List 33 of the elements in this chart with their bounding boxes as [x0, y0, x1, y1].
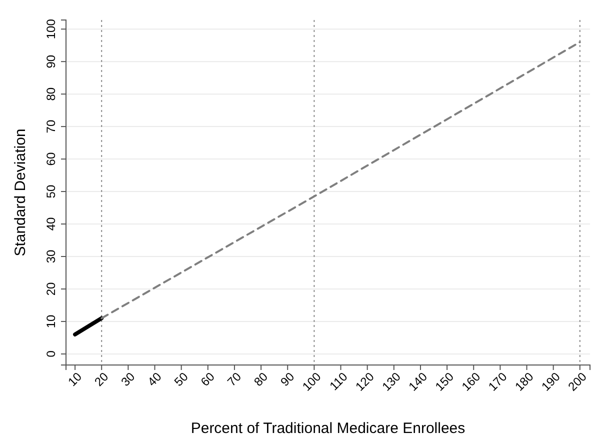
x-tick-label: 180	[512, 369, 536, 394]
x-axis-title: Percent of Traditional Medicare Enrollees	[190, 420, 466, 437]
y-tick-label: 80	[44, 87, 58, 101]
y-tick-label: 90	[44, 54, 58, 68]
x-tick-label: 170	[486, 369, 510, 394]
x-tick-label: 150	[432, 369, 457, 394]
x-tick-label: 90	[278, 369, 298, 390]
x-tick-label: 80	[251, 369, 271, 390]
x-tick-label: 50	[171, 369, 192, 390]
y-tick-label: 0	[44, 350, 58, 358]
x-tick-label: 30	[118, 369, 138, 390]
x-tick-label: 200	[565, 369, 590, 394]
x-tick-label: 140	[406, 369, 430, 394]
y-tick-label: 60	[44, 152, 58, 166]
x-tick-label: 130	[379, 369, 404, 394]
y-tick-label: 50	[44, 184, 58, 198]
x-tick-label: 120	[352, 369, 378, 394]
y-tick-label: 20	[44, 282, 58, 296]
x-tick-label: 40	[144, 369, 164, 390]
y-tick-label: 30	[44, 250, 58, 264]
x-tick-label: 10	[65, 369, 85, 390]
y-tick-label: 40	[44, 217, 58, 231]
x-tick-label: 110	[326, 369, 350, 394]
y-axis-title: Standard Deviation	[12, 128, 29, 256]
x-tick-label: 160	[459, 369, 484, 394]
y-tick-label: 100	[44, 18, 58, 40]
y-tick-label: 10	[44, 314, 58, 328]
x-tick-label: 60	[198, 369, 218, 390]
x-tick-label: 100	[300, 369, 324, 394]
x-tick-label: 190	[538, 369, 564, 394]
x-tick-label: 70	[224, 369, 244, 390]
y-tick-label: 70	[44, 120, 58, 134]
x-tick-label: 20	[92, 369, 112, 390]
